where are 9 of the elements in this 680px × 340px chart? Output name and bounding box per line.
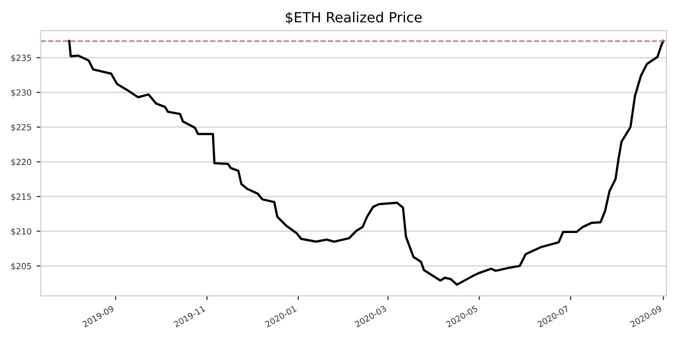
- y-tick-label: $225: [11, 124, 32, 132]
- y-tick-label: $235: [11, 54, 32, 62]
- y-tick-label: $215: [11, 193, 32, 201]
- y-tick-label: $220: [11, 158, 32, 166]
- y-tick-label: $205: [11, 262, 32, 270]
- chart-title: $ETH Realized Price: [286, 12, 422, 24]
- y-tick-label: $230: [11, 89, 32, 97]
- y-tick-label: $210: [11, 228, 32, 236]
- line-series: [68, 40, 665, 286]
